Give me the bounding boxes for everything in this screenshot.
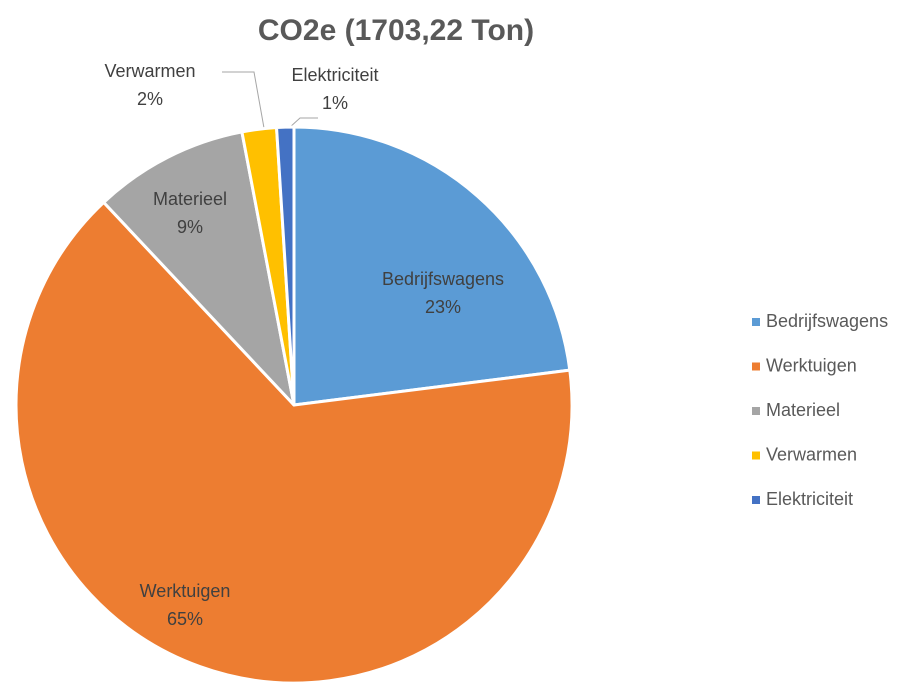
slice-value-label: 1% — [322, 93, 348, 113]
legend-swatch — [752, 496, 760, 504]
pie-slice — [275, 125, 296, 407]
legend-swatch — [752, 318, 760, 326]
slice-category-label: Verwarmen — [104, 61, 195, 81]
slice-value-label: 9% — [177, 217, 203, 237]
legend-label: Elektriciteit — [766, 489, 853, 509]
slice-category-label: Materieel — [153, 189, 227, 209]
legend-label: Verwarmen — [766, 444, 857, 464]
pie-slice — [14, 200, 574, 685]
legend-swatch — [752, 451, 760, 460]
pie-slice — [102, 130, 296, 407]
slice-category-label: Werktuigen — [140, 581, 231, 601]
slice-value-label: 23% — [425, 297, 461, 317]
legend-label: Materieel — [766, 400, 840, 420]
slice-category-label: Elektriciteit — [291, 65, 378, 85]
leader-line — [222, 71, 265, 129]
legend-label: Bedrijfswagens — [766, 311, 888, 331]
slice-value-label: 65% — [167, 609, 203, 629]
legend-swatch — [752, 362, 760, 371]
legend-swatch — [752, 407, 760, 415]
legend-label: Werktuigen — [766, 355, 857, 375]
pie-slice — [292, 125, 572, 407]
slice-category-label: Bedrijfswagens — [382, 269, 504, 289]
leader-line — [288, 117, 318, 129]
slice-value-label: 2% — [137, 89, 163, 109]
chart-title: CO2e (1703,22 Ton) — [258, 14, 534, 47]
